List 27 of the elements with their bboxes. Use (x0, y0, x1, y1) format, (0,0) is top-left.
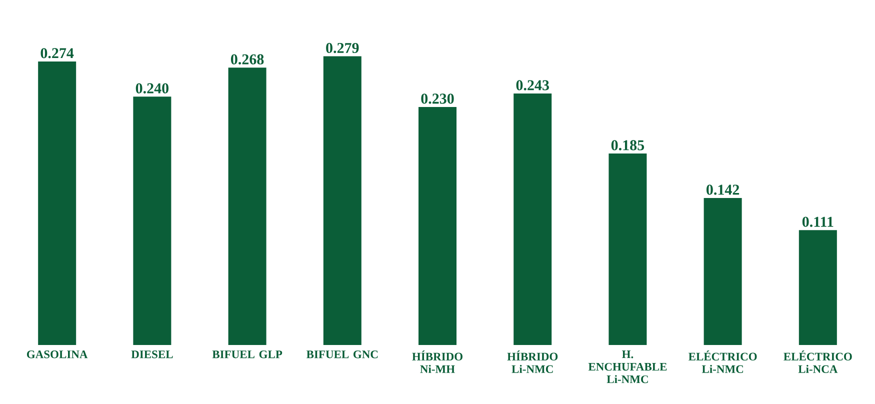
x-tick-label: BIFUEL GLP (212, 350, 282, 358)
data-label: 0.268 (230, 54, 264, 64)
x-tick-label: HÍBRIDO Ni-MH (412, 350, 462, 373)
data-label: 0.274 (40, 48, 74, 58)
x-tick-label: ELÉCTRICO Li-NMC (688, 350, 757, 373)
x-tick-label: ELÉCTRICO Li-NCA (784, 350, 852, 373)
bar (418, 106, 456, 345)
bar (608, 154, 647, 345)
data-label: 0.142 (706, 184, 740, 195)
bar (798, 230, 837, 345)
x-tick-label: DIESEL (131, 350, 173, 358)
bar (228, 68, 266, 345)
x-tick-label: HÍBRIDO Li-NMC (507, 350, 558, 373)
bar (38, 61, 76, 345)
data-label: 0.230 (421, 94, 454, 104)
data-label: 0.240 (136, 83, 168, 94)
data-label: 0.279 (326, 42, 359, 54)
bar (514, 94, 552, 345)
x-tick-label: BIFUEL GNC (306, 350, 378, 358)
data-label: 0.111 (802, 216, 834, 227)
x-tick-label: H. ENCHUFABLE Li-NMC (588, 350, 667, 384)
data-label: 0.185 (611, 140, 644, 150)
bar (323, 56, 362, 345)
data-label: 0.243 (516, 80, 549, 90)
bar (704, 198, 742, 345)
bar (133, 96, 172, 345)
x-tick-label: GASOLINA (26, 350, 88, 358)
